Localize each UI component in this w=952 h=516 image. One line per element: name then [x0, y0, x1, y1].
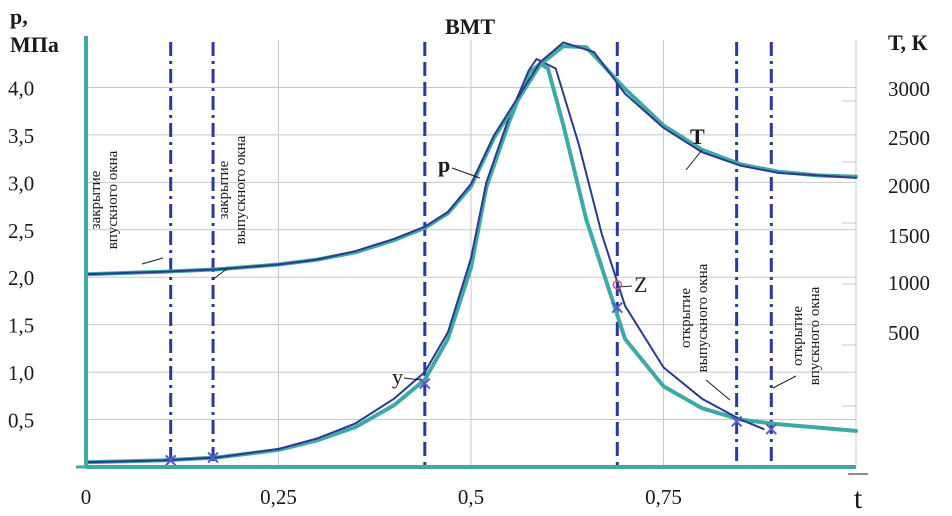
event-lines: [169, 42, 773, 467]
marker-3: [419, 377, 431, 390]
label-event-1: закрытие впускного окна: [88, 150, 121, 249]
y-tick-left-label: 3,0: [8, 171, 34, 195]
marker-stroke: [207, 451, 219, 464]
marker-4: [611, 301, 624, 314]
leader-y: [403, 377, 421, 381]
series-T-4: [85, 41, 857, 276]
y-axis-left-title-line2: МПа: [10, 32, 59, 57]
point-z-circle: [612, 280, 623, 290]
marker-5: [730, 415, 743, 428]
labels: 0,5 1,0 1,5 2,0 2,5 3,0 3,5 4,0 500 1000 1500 2000 2…: [8, 4, 930, 515]
leader-event-6: [772, 375, 797, 389]
x-tick-label: 0,5: [458, 485, 484, 509]
label-event-6-line: впускного окна: [807, 286, 823, 385]
y-tick-left-label: 0,5: [8, 409, 34, 433]
leader-event-2: [211, 267, 229, 281]
label-event-5-line: открытие: [678, 288, 694, 348]
x-tick-label: 0,25: [260, 485, 297, 509]
annotation-y: y: [392, 364, 403, 389]
marker-stroke: [419, 377, 431, 390]
y-tick-right-label: 1000: [888, 271, 930, 295]
series-p-1: [84, 61, 858, 465]
chart-title-bmt: ВМТ: [445, 14, 495, 39]
leader-event-5: [705, 379, 731, 401]
y-tick-right-label: 2000: [888, 174, 930, 198]
y-tick-right-label: 2500: [888, 126, 930, 150]
y-tick-left-label: 3,5: [8, 124, 34, 148]
label-event-6: открытие впускного окна: [790, 286, 823, 385]
y-tick-left-label: 1,5: [8, 314, 34, 338]
label-event-2: закрытие выпускного окна: [216, 135, 249, 244]
x-tick-label: 0: [81, 485, 92, 509]
x-tick-label: 0,75: [645, 485, 682, 509]
x-axis-title: t: [854, 482, 863, 515]
label-event-2-line: выпускного окна: [233, 135, 249, 244]
label-event-2-line: закрытие: [216, 160, 232, 219]
label-event-5: открытие выпускного окна: [678, 263, 711, 372]
label-event-1-line: впускного окна: [105, 150, 121, 249]
series-p-2: [85, 58, 765, 464]
label-event-5-line: выпускного окна: [695, 263, 711, 372]
marker-stroke: [730, 415, 743, 428]
leader-event-1: [141, 257, 164, 265]
marker-6: [765, 423, 778, 435]
y-tick-right-label: 1500: [888, 224, 930, 248]
y-tick-left-label: 2,5: [8, 219, 34, 243]
y-tick-right-label: 500: [888, 321, 920, 345]
leader-z: [621, 285, 633, 288]
marker-stroke: [611, 301, 624, 314]
marker-1: [164, 454, 177, 467]
point-markers: [164, 280, 778, 467]
annotation-T: T: [690, 124, 705, 149]
y-axis-right-title: Т, К: [888, 30, 927, 55]
marker-stroke: [765, 423, 778, 435]
leader-p: [451, 167, 481, 179]
y-tick-left-label: 2,0: [8, 266, 34, 290]
annotation-z: Z: [634, 272, 647, 297]
marker-stroke: [164, 454, 177, 467]
leader-T: [685, 149, 703, 171]
annotation-p: p: [438, 152, 450, 177]
series-lines: [84, 41, 858, 465]
y-tick-right-label: 3000: [888, 77, 930, 101]
label-event-1-line: закрытие: [88, 170, 104, 229]
y-tick-left-label: 4,0: [8, 76, 34, 100]
label-event-6-line: открытие: [790, 306, 806, 366]
y-tick-left-label: 1,0: [8, 361, 34, 385]
y-axis-left-title-line1: p,: [10, 4, 28, 29]
axes: [76, 36, 856, 469]
marker-2: [207, 451, 219, 464]
